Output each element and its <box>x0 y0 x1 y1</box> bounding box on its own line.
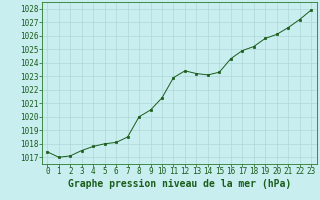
X-axis label: Graphe pression niveau de la mer (hPa): Graphe pression niveau de la mer (hPa) <box>68 179 291 189</box>
